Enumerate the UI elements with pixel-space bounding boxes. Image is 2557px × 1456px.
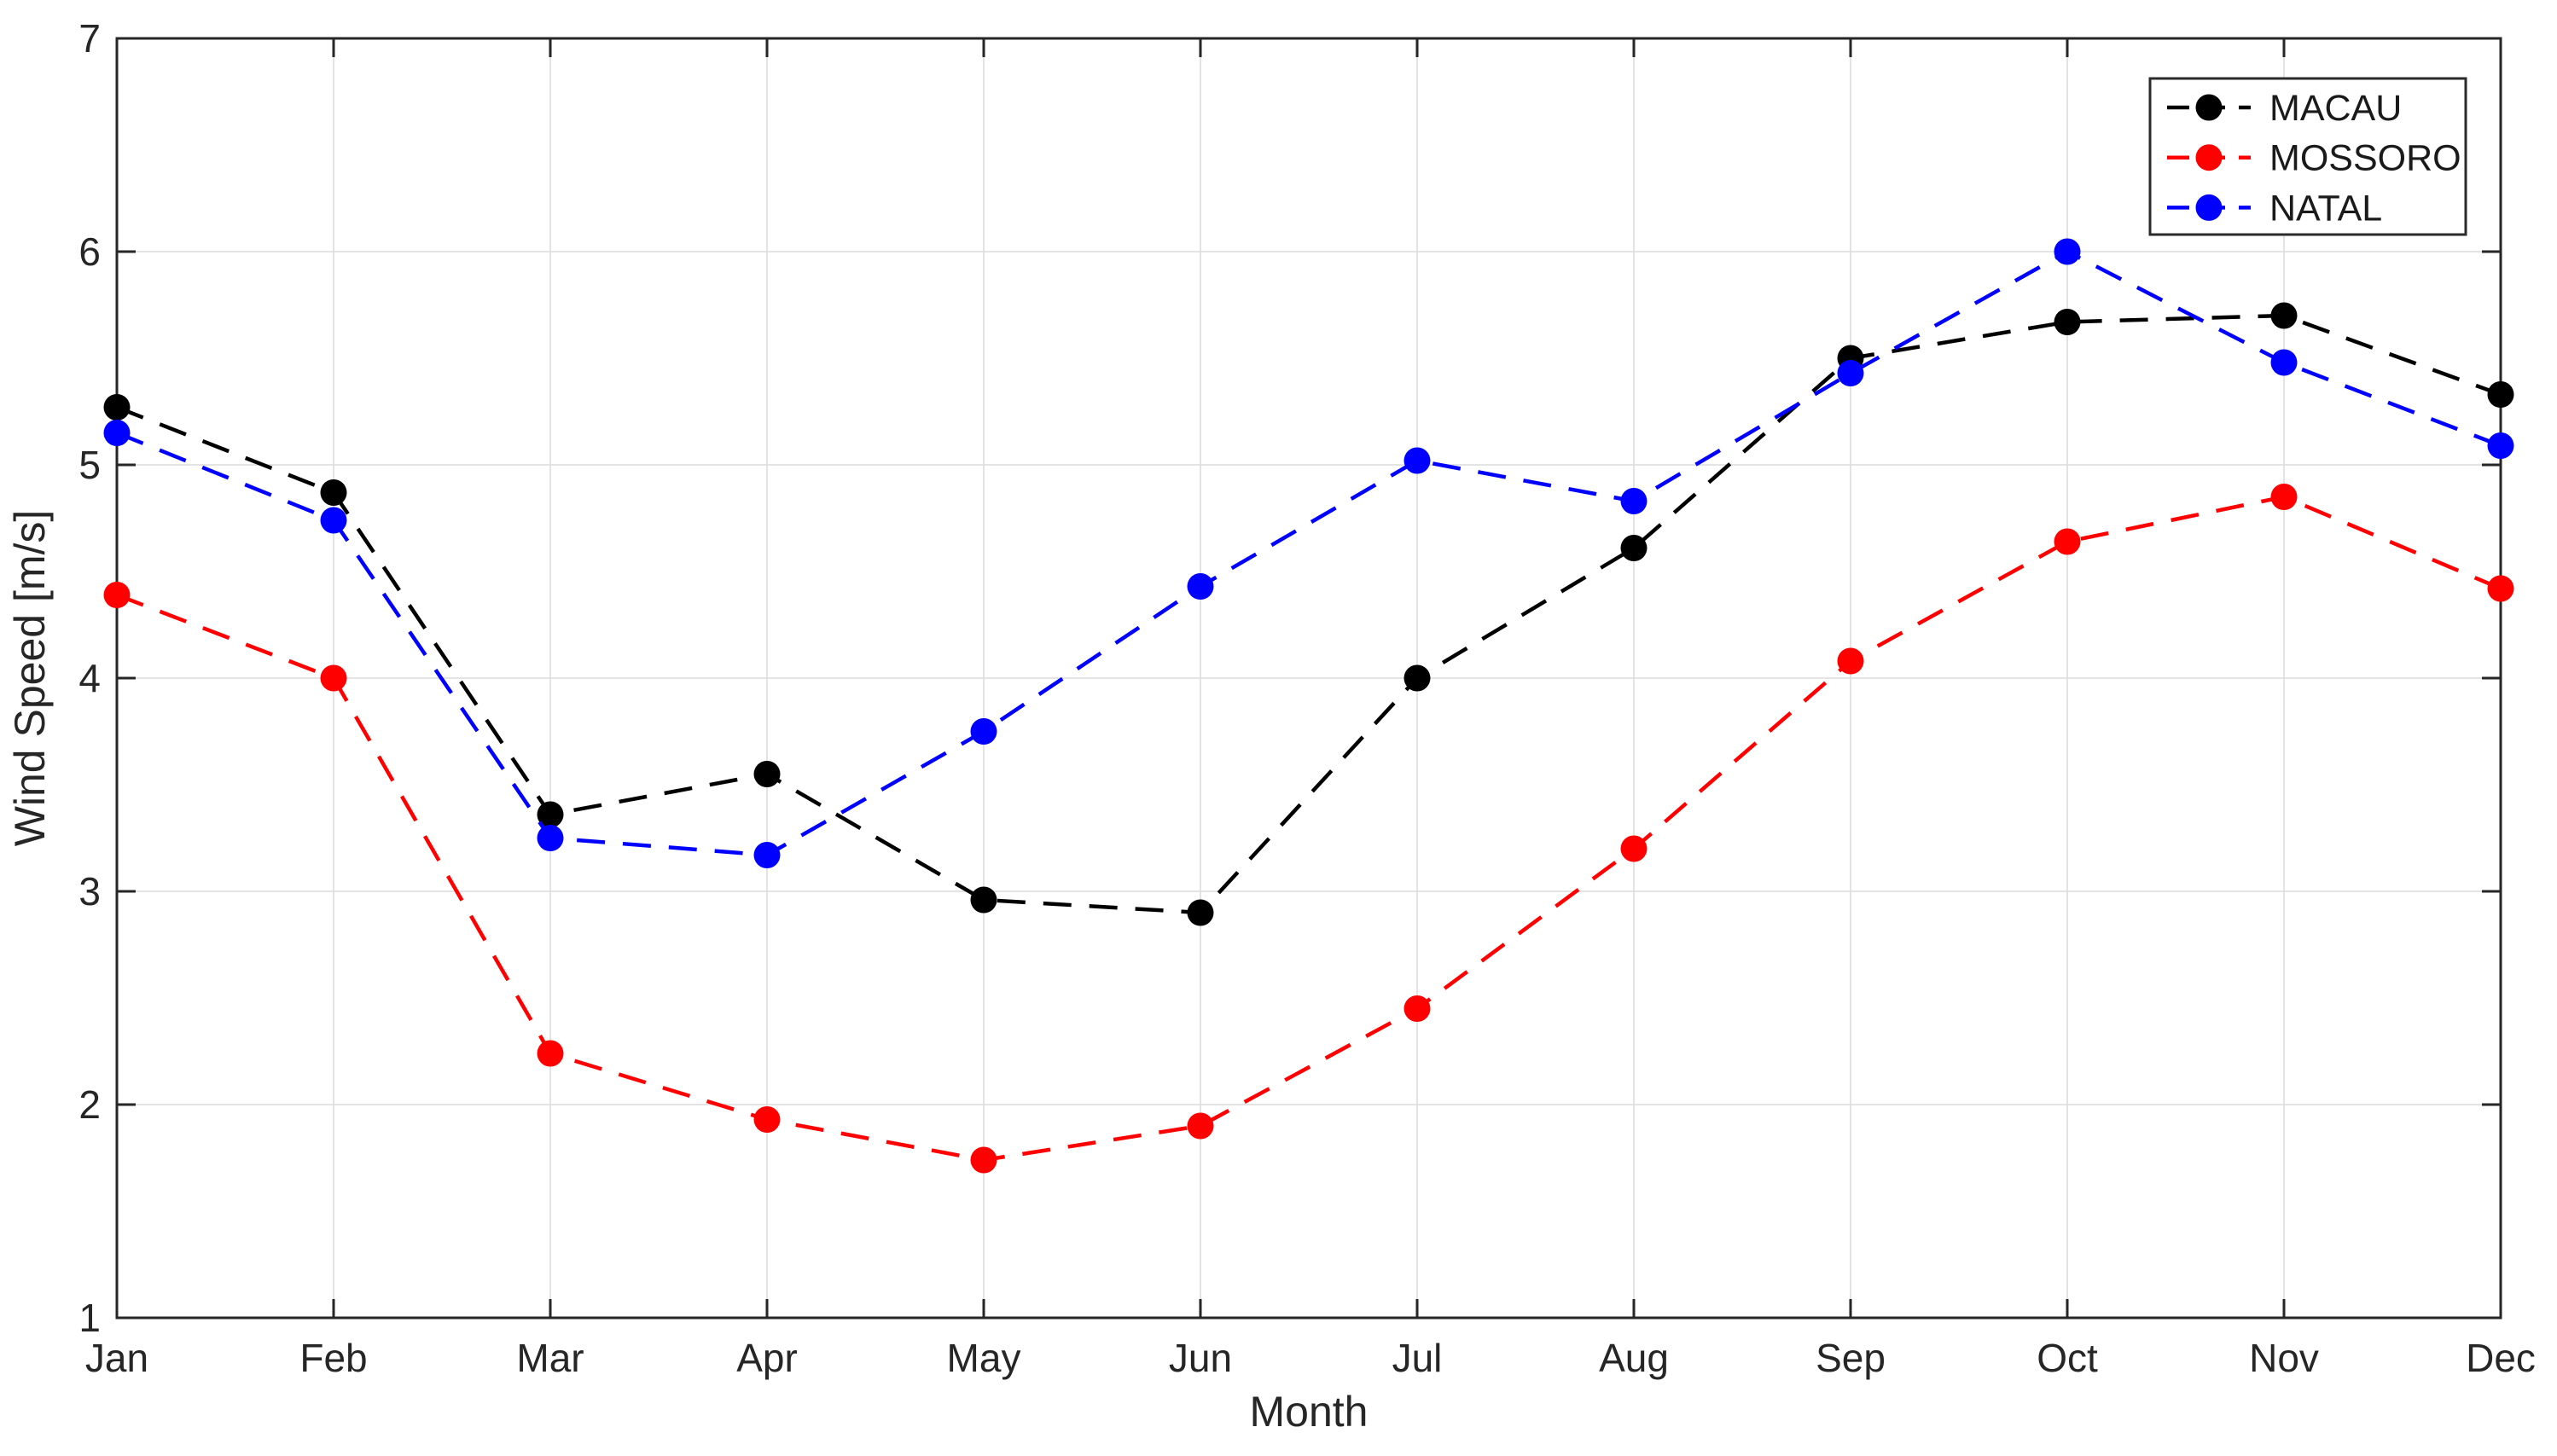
data-point-natal-jan xyxy=(103,420,131,446)
x-tick-label: Jun xyxy=(1169,1336,1232,1380)
legend: MACAU MOSSORO NATAL xyxy=(2148,77,2467,236)
data-point-natal-dec xyxy=(2487,432,2514,459)
x-tick-label: Jul xyxy=(1392,1336,1443,1380)
data-point-macau-feb xyxy=(320,479,347,506)
data-point-natal-feb xyxy=(320,507,347,534)
y-tick-label: 2 xyxy=(78,1082,101,1127)
data-point-macau-mar xyxy=(537,801,564,828)
legend-label: NATAL xyxy=(2269,188,2382,229)
data-point-natal-jun xyxy=(1187,573,1214,600)
data-point-macau-jul xyxy=(1403,664,1431,692)
x-tick-label: Jan xyxy=(85,1336,148,1380)
legend-item-mossoro: MOSSORO xyxy=(2167,138,2461,179)
y-axis-label: Wind Speed [m/s] xyxy=(6,510,54,847)
series-line-mossoro xyxy=(116,495,2502,1163)
data-point-mossoro-jun xyxy=(1187,1112,1214,1140)
data-point-natal-apr xyxy=(753,842,781,868)
data-point-natal-sep xyxy=(1837,360,1864,386)
series-line-macau xyxy=(116,313,2502,915)
legend-label: MACAU xyxy=(2269,88,2402,129)
data-point-mossoro-mar xyxy=(537,1040,564,1067)
series-line-natal xyxy=(116,249,2502,857)
x-tick-label: Mar xyxy=(516,1336,584,1380)
data-point-mossoro-nov xyxy=(2270,484,2298,510)
data-point-mossoro-apr xyxy=(753,1106,781,1133)
data-point-natal-jul xyxy=(1403,447,1431,474)
data-point-mossoro-oct xyxy=(2054,528,2081,555)
x-tick-label: Apr xyxy=(736,1336,798,1380)
data-point-natal-may xyxy=(970,718,997,745)
y-tick-label: 1 xyxy=(78,1296,101,1340)
x-tick-label: May xyxy=(947,1336,1021,1380)
data-point-natal-nov xyxy=(2270,349,2298,376)
legend-item-macau: MACAU xyxy=(2167,88,2402,129)
data-point-natal-mar xyxy=(537,825,564,851)
x-tick-labels: Jan Feb Mar Apr May Jun Jul Aug Sep Oct Nov Dec xyxy=(85,1336,2536,1380)
data-point-macau-aug xyxy=(1620,535,1648,561)
y-tick-label: 5 xyxy=(78,443,101,487)
x-tick-label: Sep xyxy=(1816,1336,1886,1380)
data-point-mossoro-dec xyxy=(2487,575,2514,602)
data-point-macau-jan xyxy=(103,394,131,421)
data-point-macau-jun xyxy=(1187,899,1214,926)
y-tick-label: 7 xyxy=(78,16,101,61)
legend-marker xyxy=(2195,144,2223,171)
data-point-mossoro-jan xyxy=(103,582,131,608)
legend-marker xyxy=(2195,194,2223,221)
legend-item-natal: NATAL xyxy=(2167,188,2382,229)
x-tick-label: Oct xyxy=(2037,1336,2098,1380)
data-point-mossoro-aug xyxy=(1620,835,1648,862)
series-natal xyxy=(103,238,2514,868)
data-point-macau-nov xyxy=(2270,302,2298,329)
x-tick-label: Dec xyxy=(2466,1336,2536,1380)
x-axis-label: Month xyxy=(1250,1388,1369,1436)
y-tick-label: 3 xyxy=(78,869,101,914)
legend-marker xyxy=(2195,94,2223,121)
data-point-mossoro-sep xyxy=(1837,647,1864,675)
data-point-macau-may xyxy=(970,886,997,914)
y-tick-label: 6 xyxy=(78,229,101,274)
data-point-natal-aug xyxy=(1620,488,1648,514)
data-point-macau-dec xyxy=(2487,381,2514,408)
data-point-natal-oct xyxy=(2054,238,2081,265)
data-point-mossoro-feb xyxy=(320,664,347,692)
x-tick-label: Nov xyxy=(2249,1336,2319,1380)
data-point-macau-apr xyxy=(753,761,781,787)
y-tick-labels: 1 2 3 4 5 6 7 xyxy=(78,16,101,1340)
data-point-mossoro-may xyxy=(970,1146,997,1174)
data-point-macau-oct xyxy=(2054,309,2081,335)
y-tick-label: 4 xyxy=(78,656,101,700)
x-tick-label: Feb xyxy=(299,1336,367,1380)
series-mossoro xyxy=(103,484,2514,1174)
x-tick-label: Aug xyxy=(1599,1336,1669,1380)
legend-label: MOSSORO xyxy=(2269,138,2461,179)
data-point-mossoro-jul xyxy=(1403,995,1431,1022)
tick-marks xyxy=(115,37,2502,1320)
